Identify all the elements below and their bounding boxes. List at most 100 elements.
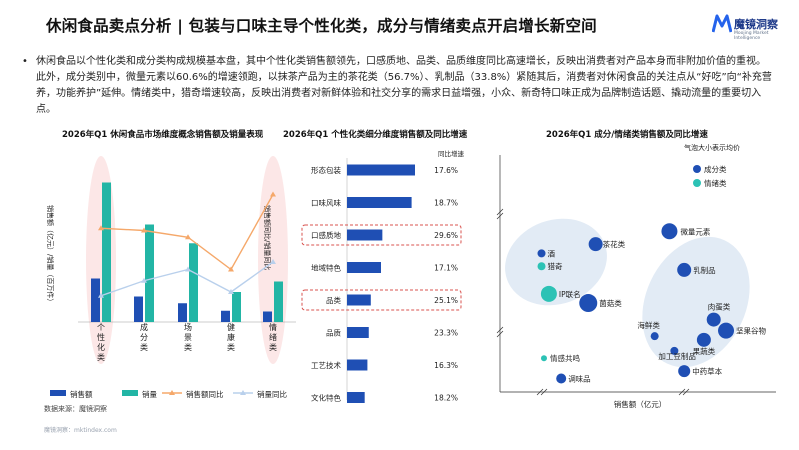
category-label: 形态包装 — [311, 165, 341, 175]
bar-sales — [347, 197, 412, 208]
line-marker — [141, 277, 147, 283]
bar-sales — [178, 303, 187, 322]
category-label: 工艺技术 — [311, 360, 341, 370]
bubble — [677, 262, 692, 277]
line-marker — [185, 266, 191, 272]
chart2-title: 2026年Q1 个性化类细分维度销售额及同比增速 — [283, 130, 468, 140]
category-label: 分 — [140, 333, 148, 342]
bubble — [537, 262, 546, 271]
growth-label: 18.7% — [434, 199, 458, 208]
bubble — [579, 294, 598, 313]
bar-sales — [221, 310, 230, 322]
legend-marker — [240, 390, 246, 395]
chart1-ylabel: 销售额（亿元）/销量（百万件） — [46, 205, 55, 305]
chart3-xlabel: 销售额（亿元） — [614, 399, 667, 409]
category-label: 地域特色 — [311, 263, 341, 273]
growth-label: 17.6% — [434, 166, 458, 175]
category-label: 类 — [227, 342, 235, 352]
bubble-label: IP联名 — [559, 289, 581, 299]
bubble-label: 海鲜类 — [637, 320, 660, 330]
chart1-y2label: 销售额同比/销量同比 — [263, 205, 272, 270]
bubble-label: 情感共鸣 — [550, 353, 580, 363]
axis-break-icon — [536, 388, 544, 396]
line-volume-growth — [100, 261, 274, 297]
category-label: 类 — [269, 342, 277, 352]
growth-label: 29.6% — [434, 231, 458, 240]
category-label: 口感质地 — [311, 230, 341, 240]
legend-swatch — [693, 179, 701, 187]
bubble-label: 菌菇类 — [599, 298, 622, 308]
line-marker — [228, 289, 234, 294]
axis-break-icon — [540, 388, 548, 396]
bubble-label: 调味品 — [568, 373, 591, 383]
bar-sales — [347, 392, 365, 403]
bubble — [556, 373, 567, 384]
category-label: 绪 — [269, 332, 277, 342]
bar-sales — [91, 278, 100, 322]
line-marker — [270, 259, 276, 264]
bar-sales — [347, 164, 415, 176]
bubble — [696, 332, 711, 347]
logo-tagline: Moojing Market Intelligence — [734, 31, 769, 41]
category-label: 性 — [97, 332, 105, 342]
legend-label: 销量同比 — [257, 389, 287, 399]
bubble — [718, 322, 735, 339]
category-label: 品类 — [326, 295, 341, 305]
bubble — [678, 365, 691, 378]
logo-mark-icon — [712, 14, 732, 33]
growth-label: 18.2% — [434, 394, 458, 403]
bar-volume — [232, 292, 241, 322]
bubble-label: 中药草本 — [692, 366, 722, 376]
bar-sales — [347, 229, 383, 241]
category-label: 情 — [269, 322, 277, 332]
chart3-title: 2026年Q1 成分/情绪类销售额及同比增速 — [546, 130, 708, 140]
bar-volume — [274, 281, 283, 322]
chart2-growth-header: 同比增速 — [438, 149, 465, 158]
brand-logo: 魔镜洞察 Moojing Market Intelligence — [712, 14, 792, 44]
bubble-label: 坚果谷物 — [736, 326, 766, 336]
growth-label: 23.3% — [434, 329, 458, 338]
category-label: 化 — [97, 342, 105, 352]
axis-break-icon — [678, 388, 686, 396]
bubble — [540, 355, 547, 362]
bubble — [540, 285, 557, 302]
chart1-title: 2026年Q1 休闲食品市场维度概念销售额及销量表现 — [62, 130, 264, 140]
axis-break-icon — [496, 330, 504, 338]
summary-paragraph: • 休闲食品以个性化类和成分类构成规模基本盘，其中个性化类销售额领先，口感质地、… — [22, 54, 774, 118]
line-marker — [228, 266, 234, 272]
bubble-label: 猎奇 — [548, 261, 563, 271]
page-title: 休闲食品卖点分析 | 包装与口味主导个性化类，成分与情绪卖点开启增长新空间 — [46, 17, 597, 35]
highlight-box — [301, 289, 462, 311]
bar-volume — [145, 224, 154, 322]
bar-sales — [347, 294, 371, 306]
category-label: 场 — [184, 323, 192, 332]
bubble — [537, 249, 546, 258]
line-marker — [98, 225, 104, 231]
bullet-icon: • — [22, 56, 28, 67]
cluster-blob — [642, 236, 750, 368]
bar-sales — [263, 311, 272, 322]
legend-label: 销售额 — [70, 389, 93, 399]
growth-label: 17.1% — [434, 264, 458, 273]
line-marker — [185, 234, 191, 240]
bubble — [706, 312, 721, 327]
footer-url: 魔镜洞察：mktindex.com — [44, 427, 117, 434]
category-label: 成 — [140, 322, 148, 332]
highlight-box — [301, 224, 462, 246]
bar-sales — [347, 327, 369, 338]
legend-label: 销量 — [142, 389, 157, 399]
summary-text: 休闲食品以个性化类和成分类构成规模基本盘，其中个性化类销售额领先，口感质地、品类… — [36, 56, 772, 115]
bubble-label: 加工豆制品 — [658, 351, 696, 361]
bubble-label: 乳制品 — [693, 265, 716, 275]
bubble-label: 茶花类 — [603, 239, 626, 249]
axis-break-icon — [496, 326, 504, 334]
bubble-label: 酒 — [548, 249, 556, 258]
bubble — [670, 346, 679, 355]
category-label: 类 — [140, 342, 148, 352]
bar-sales — [347, 359, 368, 371]
cluster-blob — [505, 218, 607, 306]
bubble — [661, 223, 678, 240]
legend-swatch — [122, 390, 138, 396]
category-label: 个 — [97, 323, 105, 332]
